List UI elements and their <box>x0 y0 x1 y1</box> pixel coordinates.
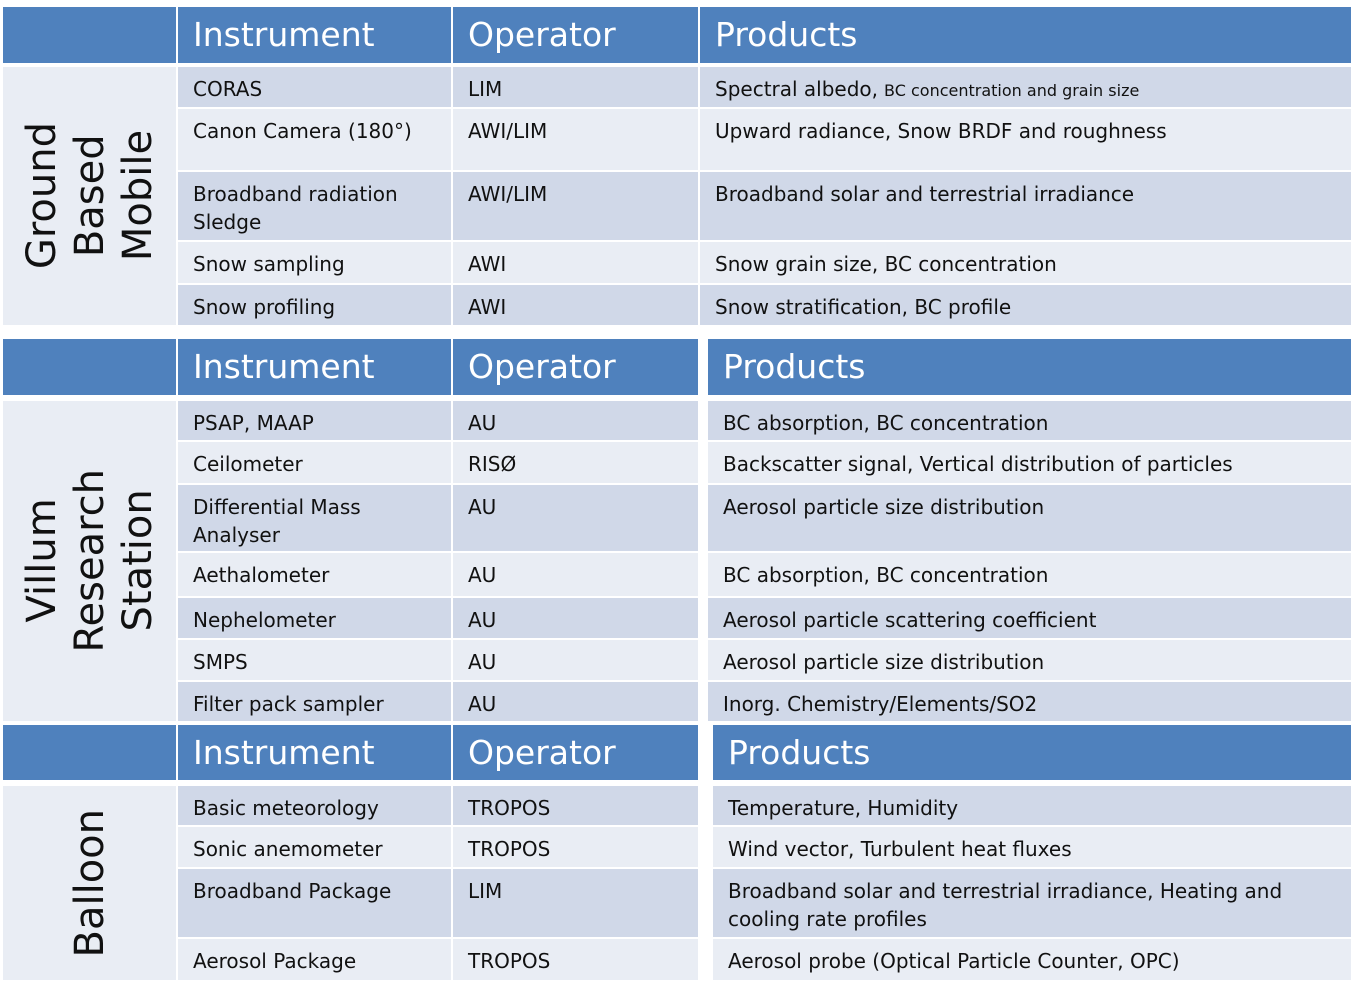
table-cell: Aethalometer <box>178 553 451 596</box>
table-cell: Filter pack sampler <box>178 682 451 721</box>
group-label-line: Research <box>66 469 113 653</box>
table-cell: Nephelometer <box>178 598 451 638</box>
table-cell: Upward radiance, Snow BRDF and roughness <box>700 109 1351 170</box>
table-cell: Aerosol particle size distribution <box>708 640 1351 680</box>
table-cell: TROPOS <box>453 939 698 980</box>
group-label-line: Ground <box>18 122 65 270</box>
table-cell: SMPS <box>178 640 451 680</box>
column-header: Instrument <box>178 7 451 63</box>
table-cell: CORAS <box>178 67 451 107</box>
table-cell: Wind vector, Turbulent heat fluxes <box>713 827 1351 867</box>
table-cell: AWI <box>453 285 698 325</box>
column-header: Products <box>700 7 1351 63</box>
column-header: Operator <box>453 725 698 780</box>
column-header: Operator <box>453 339 698 395</box>
table-cell: TROPOS <box>453 786 698 825</box>
table-cell: AU <box>453 598 698 638</box>
column-header: Products <box>708 339 1351 395</box>
table-cell: Snow profiling <box>178 285 451 325</box>
group-label: Balloon <box>66 809 114 957</box>
table-cell: AWI <box>453 242 698 283</box>
table-cell: AWI/LIM <box>453 109 698 170</box>
group-label-cell: Balloon <box>3 786 176 980</box>
table-cell: Basic meteorology <box>178 786 451 825</box>
table-cell: PSAP, MAAP <box>178 401 451 440</box>
group-label-line: Balloon <box>66 808 113 958</box>
table-cell: BC absorption, BC concentration <box>708 401 1351 440</box>
table-cell: Inorg. Chemistry/Elements/SO2 <box>708 682 1351 721</box>
table-cell: Broadband Package <box>178 869 451 937</box>
group-label-line: Based <box>66 134 113 258</box>
column-header: Products <box>713 725 1351 780</box>
table-cell: Aerosol particle size distribution <box>708 485 1351 551</box>
header-blank <box>3 339 176 395</box>
table-cell: RISØ <box>453 442 698 483</box>
group-label-cell: Villum Research Station <box>3 401 176 721</box>
table-cell: Spectral albedo, BC concentration and gra… <box>700 67 1351 107</box>
header-blank <box>3 7 176 63</box>
table-cell: Snow sampling <box>178 242 451 283</box>
group-label-line: Villum <box>18 498 65 624</box>
table-cell: AU <box>453 640 698 680</box>
header-blank <box>3 725 176 780</box>
table-cell: Sonic anemometer <box>178 827 451 867</box>
table-cell: Snow grain size, BC concentration <box>700 242 1351 283</box>
table-cell: Broadband solar and terrestrial irradian… <box>713 869 1351 937</box>
column-header: Instrument <box>178 725 451 780</box>
table-cell: LIM <box>453 67 698 107</box>
table-cell: LIM <box>453 869 698 937</box>
table-cell: Aerosol probe (Optical Particle Counter,… <box>713 939 1351 980</box>
table-cell: AU <box>453 682 698 721</box>
table-cell: AU <box>453 401 698 440</box>
cell-part: BC concentration and grain size <box>884 81 1140 100</box>
table-cell: Snow stratification, BC profile <box>700 285 1351 325</box>
table-cell: TROPOS <box>453 827 698 867</box>
group-label-line: Mobile <box>114 130 161 262</box>
group-label-line: Station <box>114 489 161 633</box>
cell-part: Spectral albedo, <box>715 77 879 101</box>
table-cell: Canon Camera (180°) <box>178 109 451 170</box>
table-cell: Backscatter signal, Vertical distributio… <box>708 442 1351 483</box>
group-label: Ground Based Mobile <box>18 122 162 269</box>
table-cell: AU <box>453 553 698 596</box>
table-cell: Aerosol particle scattering coefficient <box>708 598 1351 638</box>
table-cell: AWI/LIM <box>453 172 698 240</box>
table-cell: Aerosol Package <box>178 939 451 980</box>
table-cell: Broadband radiation Sledge <box>178 172 451 240</box>
group-label-cell: Ground Based Mobile <box>3 67 176 325</box>
column-header: Operator <box>453 7 698 63</box>
table-cell: BC absorption, BC concentration <box>708 553 1351 596</box>
group-label: Villum Research Station <box>18 469 162 652</box>
table-cell: Differential Mass Analyser <box>178 485 451 551</box>
column-header: Instrument <box>178 339 451 395</box>
table-cell: AU <box>453 485 698 551</box>
table-cell: Ceilometer <box>178 442 451 483</box>
table-cell: Temperature, Humidity <box>713 786 1351 825</box>
table-cell: Broadband solar and terrestrial irradian… <box>700 172 1351 240</box>
